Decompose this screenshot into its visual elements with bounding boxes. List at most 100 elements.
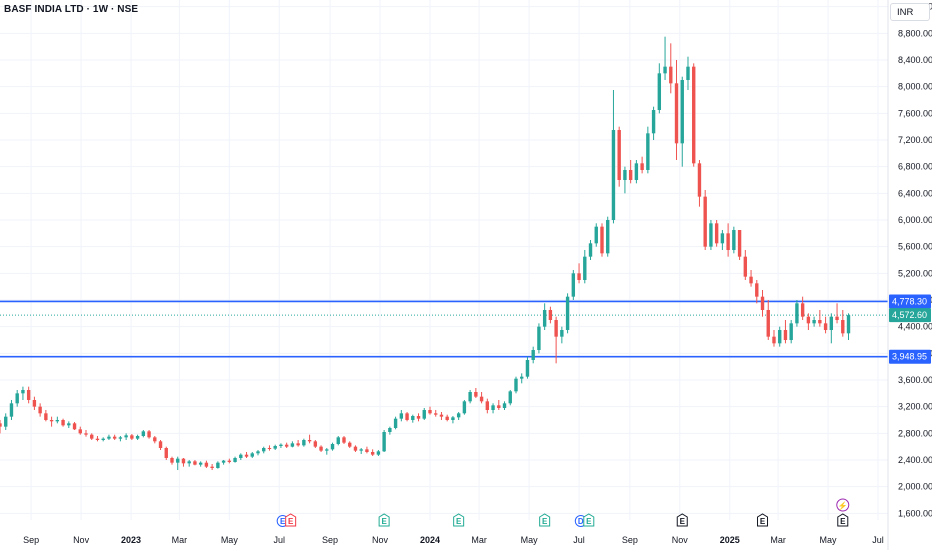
candle-body <box>118 437 123 439</box>
earnings-event-icon[interactable]: E <box>539 513 551 527</box>
y-tick-label: 7,200.00 <box>898 135 932 145</box>
x-tick-label: 2023 <box>121 535 141 545</box>
y-tick-label: 3,600.00 <box>898 375 932 385</box>
candle-body <box>439 414 444 417</box>
candle-body <box>411 416 415 420</box>
candle-body <box>795 303 799 324</box>
price-line-label-bg <box>889 294 931 309</box>
candle-body <box>78 429 82 434</box>
y-tick-label: 6,000.00 <box>898 215 932 225</box>
candle-body <box>405 413 409 420</box>
event-marker-letter: E <box>280 517 286 526</box>
candle-body <box>422 410 426 419</box>
candle-body <box>600 226 604 254</box>
candle-body <box>674 83 679 144</box>
currency-selector[interactable]: INR <box>890 3 930 21</box>
candle-body <box>772 336 776 344</box>
event-marker-shape <box>757 513 769 527</box>
candle-body <box>302 440 306 446</box>
candle-body <box>491 405 495 410</box>
candle-body <box>583 256 587 280</box>
candle-body <box>714 223 719 244</box>
candle-body <box>571 273 576 297</box>
candle-body <box>233 458 237 462</box>
candle-body <box>365 449 369 452</box>
candle-body <box>766 310 770 337</box>
candle-body <box>737 230 742 257</box>
event-marker-shape <box>837 513 849 527</box>
candle-body <box>147 431 151 438</box>
candle-body <box>445 416 449 420</box>
earnings-event-icon[interactable]: E <box>837 513 849 527</box>
candle-body <box>204 462 209 467</box>
candle-body <box>290 443 295 447</box>
y-tick-label: 2,400.00 <box>898 455 932 465</box>
y-tick-label: 8,400.00 <box>898 55 932 65</box>
event-marker-letter: E <box>586 517 592 526</box>
candle-body <box>749 276 753 284</box>
event-marker-shape <box>676 513 688 527</box>
y-tick-label: 8,000.00 <box>898 82 932 92</box>
candle-body <box>806 316 811 324</box>
candle-body <box>611 130 616 220</box>
price-line-label-text: 4,778.30 <box>892 296 927 306</box>
candle-body <box>210 466 214 468</box>
x-tick-label: May <box>521 535 539 545</box>
candle-body <box>474 392 478 397</box>
event-marker-letter: E <box>288 517 294 526</box>
price-axis[interactable]: 1,600.00 2,000.00 2,400.00 2,800.00 3,200.00… <box>887 0 932 550</box>
x-tick-label: Sep <box>622 535 638 545</box>
candle-body <box>181 458 186 464</box>
candle-body <box>692 66 696 164</box>
candle-body <box>755 283 759 297</box>
candle-body <box>451 417 455 420</box>
x-tick-label: Sep <box>322 535 338 545</box>
split-event-icon[interactable]: ⚡ <box>836 498 850 512</box>
candle-body <box>669 66 673 84</box>
candle-body <box>399 413 404 419</box>
candle-body <box>330 444 335 450</box>
candle-body <box>158 441 163 448</box>
earnings-event-icon[interactable]: E <box>285 513 297 527</box>
earnings-event-icon[interactable]: E <box>757 513 769 527</box>
candle-body <box>514 378 518 392</box>
candle-body <box>428 410 432 414</box>
candle-body <box>284 444 289 447</box>
candle-body <box>812 320 816 324</box>
earnings-event-icon[interactable]: E <box>583 513 595 527</box>
candle-body <box>497 405 501 408</box>
earnings-event-icon[interactable]: E <box>676 513 688 527</box>
candle-body <box>72 423 77 430</box>
event-markers: E E E E E D E E E E⚡ <box>276 498 850 527</box>
candle-body <box>778 330 782 344</box>
candle-body <box>376 451 381 455</box>
candle-body <box>49 420 54 422</box>
time-axis[interactable]: Sep Nov 2023 Mar May Jul Sep Nov 2024 Mar May Jul Se… <box>0 528 888 545</box>
candle-body <box>456 413 461 418</box>
price-line-label-text: 3,948.95 <box>892 352 927 362</box>
candle-body <box>313 441 318 447</box>
candle-body <box>542 310 547 327</box>
event-marker-letter: E <box>542 517 548 526</box>
candle-body <box>520 376 524 379</box>
candle-body <box>44 413 48 420</box>
candle-body <box>107 436 111 439</box>
candle-body <box>221 460 226 463</box>
candle-body <box>239 454 243 458</box>
candle-body <box>141 431 146 436</box>
earnings-event-icon[interactable]: E <box>378 513 390 527</box>
candle-body <box>4 416 8 427</box>
candle-body <box>135 436 140 439</box>
candle-body <box>743 256 748 277</box>
candle-body <box>95 438 100 440</box>
candle-body <box>697 163 702 197</box>
candle-body <box>342 437 346 443</box>
candle-body <box>789 323 793 340</box>
y-tick-label: 6,800.00 <box>898 162 932 172</box>
candle-body <box>835 316 839 320</box>
candle-body <box>262 448 266 452</box>
candle-body <box>244 454 249 457</box>
event-marker-shape <box>539 513 551 527</box>
earnings-event-icon[interactable]: E <box>453 513 465 527</box>
